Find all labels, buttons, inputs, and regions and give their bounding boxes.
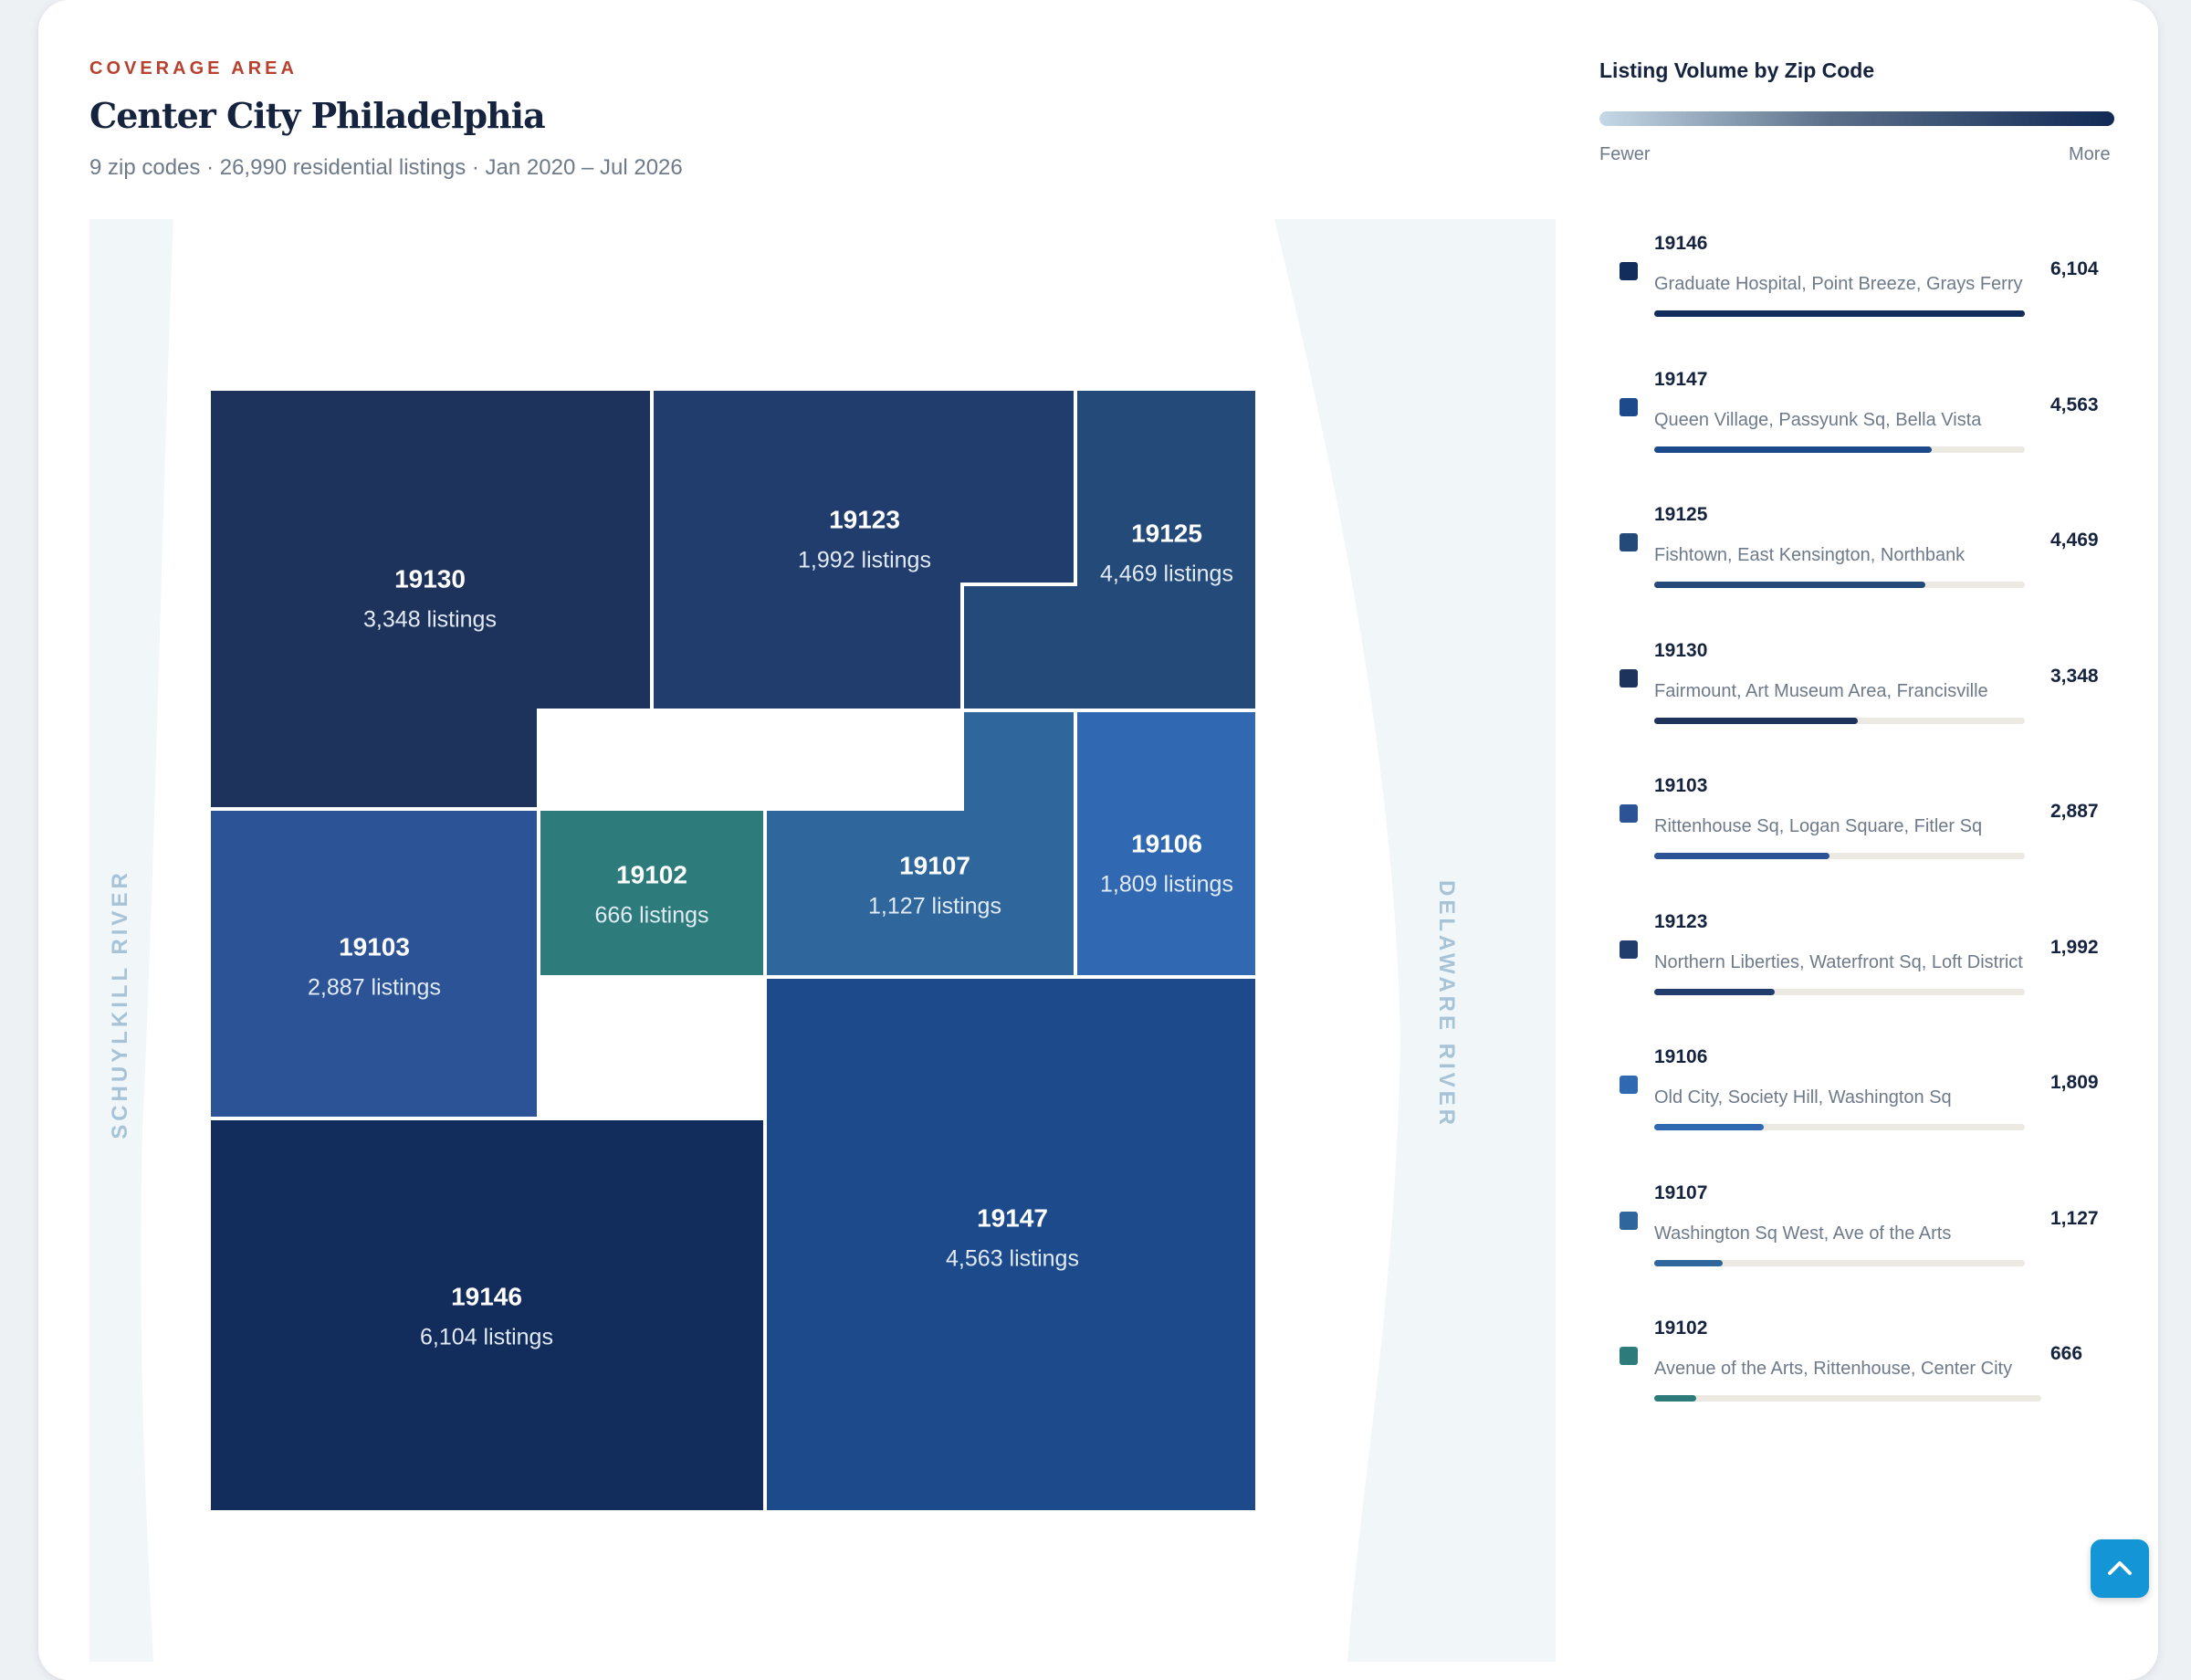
zip-code-label: 19107 xyxy=(1654,1181,1708,1203)
zip-code-label: 19146 xyxy=(1654,233,1708,254)
zip-ranking-item[interactable]: 19125 Fishtown, East Kensington, Northban… xyxy=(1599,490,2120,626)
volume-bar-fill xyxy=(1654,853,1830,859)
chevron-up-icon xyxy=(2108,1561,2132,1575)
neighborhoods-label: Fishtown, East Kensington, Northbank xyxy=(1654,545,1966,565)
zip-region-19147[interactable] xyxy=(763,975,1259,1514)
listing-count: 4,469 xyxy=(2050,530,2099,551)
zip-code-label: 19125 xyxy=(1654,504,1708,525)
volume-bar-track xyxy=(1654,853,2025,859)
zip-ranking-item[interactable]: 19146 Graduate Hospital, Point Breeze, Gr… xyxy=(1599,219,2120,355)
listing-count: 4,563 xyxy=(2050,394,2099,415)
page-subtitle: 9 zip codes · 26,990 residential listing… xyxy=(89,155,683,180)
schuylkill-river-label: SCHUYLKILL RIVER xyxy=(108,869,132,1139)
volume-bar-fill xyxy=(1654,988,1776,995)
section-eyebrow: COVERAGE AREA xyxy=(89,58,298,79)
listing-count: 6,104 xyxy=(2050,258,2099,279)
neighborhoods-label: Graduate Hospital, Point Breeze, Grays F… xyxy=(1654,274,2023,294)
zip-ranking-list: 19146 Graduate Hospital, Point Breeze, Gr… xyxy=(1599,219,2120,1440)
scroll-to-top-button[interactable] xyxy=(2091,1539,2149,1598)
legend-title: Listing Volume by Zip Code xyxy=(1599,58,1875,82)
neighborhoods-label: Washington Sq West, Ave of the Arts xyxy=(1654,1223,1952,1244)
volume-bar-track xyxy=(1654,988,2025,995)
volume-bar-fill xyxy=(1654,582,1926,588)
zip-ranking-item[interactable]: 19106 Old City, Society Hill, Washington … xyxy=(1599,1033,2120,1169)
zip-ranking-item[interactable]: 19147 Queen Village, Passyunk Sq, Bella V… xyxy=(1599,355,2120,491)
delaware-river-shape xyxy=(1274,219,1556,1662)
zip-code-map: SCHUYLKILL RIVER DELAWARE RIVER 19130 3,3… xyxy=(89,219,1556,1662)
zip-color-swatch xyxy=(1620,668,1638,688)
neighborhoods-label: Queen Village, Passyunk Sq, Bella Vista xyxy=(1654,409,1982,430)
zip-ranking-item[interactable]: 19103 Rittenhouse Sq, Logan Square, Fitle… xyxy=(1599,761,2120,898)
gradient-high-label: More xyxy=(2069,144,2111,164)
volume-bar-fill xyxy=(1654,310,2025,317)
volume-bar-fill xyxy=(1654,1259,1724,1266)
zip-code-label: 19106 xyxy=(1654,1046,1708,1067)
zip-ranking-item[interactable]: 19123 Northern Liberties, Waterfront Sq, … xyxy=(1599,898,2120,1034)
zip-code-label: 19130 xyxy=(1654,639,1708,661)
zip-ranking-item[interactable]: 19102 Avenue of the Arts, Rittenhouse, Ce… xyxy=(1599,1304,2120,1440)
volume-bar-fill xyxy=(1654,717,1858,724)
listing-count: 3,348 xyxy=(2050,665,2099,687)
neighborhoods-label: Northern Liberties, Waterfront Sq, Loft … xyxy=(1654,951,2023,972)
zip-color-swatch xyxy=(1620,1211,1638,1230)
zip-code-label: 19147 xyxy=(1654,368,1708,390)
zip-code-label: 19102 xyxy=(1654,1318,1708,1339)
volume-bar-fill xyxy=(1654,1124,1765,1130)
zip-region-19107[interactable] xyxy=(763,709,1077,979)
volume-bar-track xyxy=(1654,582,2025,588)
volume-bar-track xyxy=(1654,310,2025,317)
neighborhoods-label: Fairmount, Art Museum Area, Francisville xyxy=(1654,680,1988,701)
neighborhoods-label: Avenue of the Arts, Rittenhouse, Center … xyxy=(1654,1359,2013,1379)
listing-count: 2,887 xyxy=(2050,801,2099,822)
schuylkill-river-shape xyxy=(89,219,173,1662)
zip-ranking-item[interactable]: 19130 Fairmount, Art Museum Area, Francis… xyxy=(1599,626,2120,762)
zip-color-swatch xyxy=(1620,533,1638,551)
zip-code-label: 19123 xyxy=(1654,910,1708,932)
listing-count: 1,809 xyxy=(2050,1072,2099,1093)
zip-code-label: 19103 xyxy=(1654,775,1708,796)
zip-color-swatch xyxy=(1620,940,1638,959)
neighborhoods-label: Rittenhouse Sq, Logan Square, Fitler Sq xyxy=(1654,816,1983,836)
zip-region-19146[interactable] xyxy=(207,1117,767,1514)
zip-region-19102[interactable] xyxy=(537,807,767,979)
volume-bar-track xyxy=(1654,446,2025,453)
zip-color-swatch xyxy=(1620,804,1638,823)
zip-color-swatch xyxy=(1620,262,1638,280)
volume-gradient-bar xyxy=(1599,111,2114,126)
zip-color-swatch xyxy=(1620,1076,1638,1094)
volume-bar-track xyxy=(1654,717,2025,724)
listing-count: 1,127 xyxy=(2050,1207,2099,1229)
volume-bar-fill xyxy=(1654,1395,1697,1402)
zip-region-19130[interactable] xyxy=(207,387,654,811)
volume-bar-track xyxy=(1654,1395,2041,1402)
zip-color-swatch xyxy=(1620,1347,1638,1365)
volume-bar-fill xyxy=(1654,446,1932,453)
listing-count: 666 xyxy=(2050,1343,2083,1364)
page-title: Center City Philadelphia xyxy=(89,95,546,136)
zip-region-19103[interactable] xyxy=(207,807,540,1120)
zip-region-19106[interactable] xyxy=(1074,709,1259,979)
volume-bar-track xyxy=(1654,1259,2025,1266)
zip-color-swatch xyxy=(1620,397,1638,416)
listing-count: 1,992 xyxy=(2050,936,2099,958)
map-canvas xyxy=(89,219,1556,1662)
gradient-low-label: Fewer xyxy=(1599,144,1651,164)
zip-ranking-item[interactable]: 19107 Washington Sq West, Ave of the Arts… xyxy=(1599,1169,2120,1305)
volume-bar-track xyxy=(1654,1124,2025,1130)
delaware-river-label: DELAWARE RIVER xyxy=(1434,879,1459,1129)
neighborhoods-label: Old City, Society Hill, Washington Sq xyxy=(1654,1087,1952,1108)
